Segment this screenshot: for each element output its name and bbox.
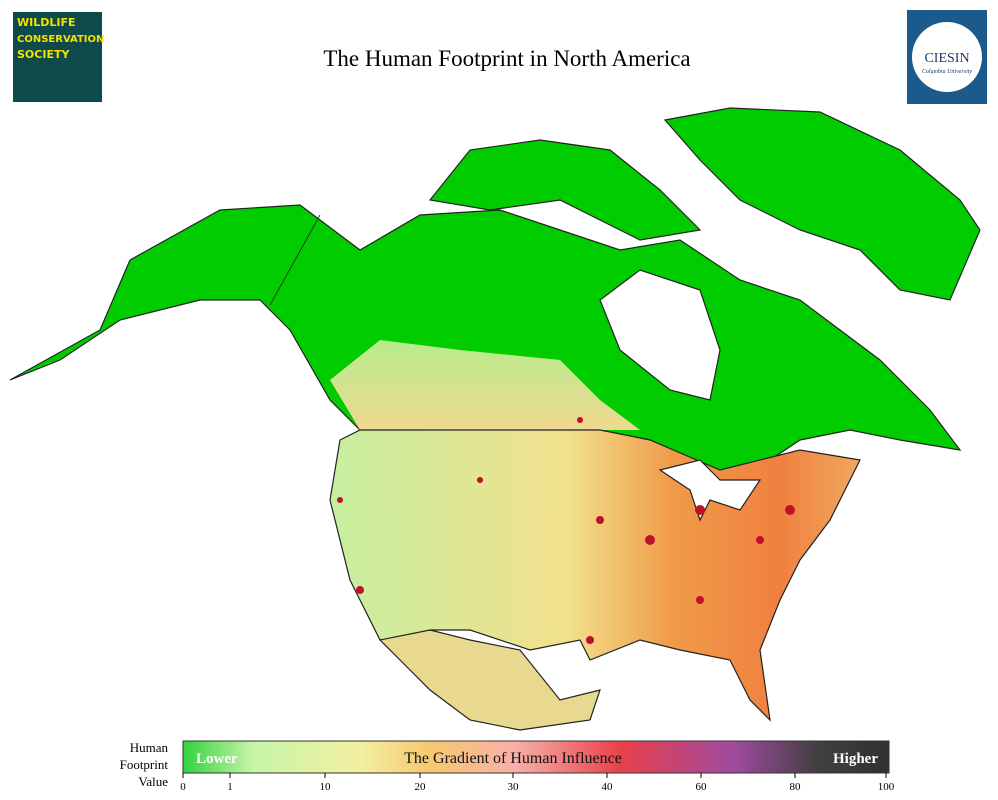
city — [337, 497, 343, 503]
title: The Human Footprint in North America — [323, 46, 690, 71]
mexico — [378, 629, 601, 731]
wcs-text: SOCIETY — [17, 48, 70, 61]
city — [645, 535, 655, 545]
canada-alaska — [9, 204, 962, 481]
city — [785, 505, 795, 515]
border — [269, 214, 321, 306]
wcs-logo-bg — [13, 12, 102, 102]
legend-label: Footprint — [120, 757, 169, 772]
legend-tick-label: 80 — [790, 781, 802, 793]
ciesin-circle — [912, 22, 982, 92]
legend-lower: Lower — [196, 751, 238, 767]
city — [577, 417, 583, 423]
legend-caption: The Gradient of Human Influence — [404, 750, 622, 767]
ciesin-logo: CIESIN Columbia University — [907, 10, 987, 104]
city — [696, 596, 704, 604]
legend-tick-label: 1 — [227, 781, 233, 793]
legend-tick-label: 30 — [508, 781, 520, 793]
wcs-logo: WILDLIFE CONSERVATION SOCIETY — [13, 12, 104, 102]
legend-label: Value — [138, 774, 168, 789]
greenland — [663, 107, 981, 301]
legend-tick-label: 0 — [180, 781, 186, 793]
ciesin-name: CIESIN — [924, 51, 969, 66]
prairies — [330, 340, 640, 430]
wcs-text: CONSERVATION — [17, 34, 104, 45]
wcs-text: WILDLIFE — [17, 16, 76, 29]
great-lakes — [658, 459, 762, 522]
ciesin-sub: Columbia University — [922, 69, 972, 75]
legend-tick-label: 100 — [878, 781, 895, 793]
city — [477, 477, 483, 483]
city — [596, 516, 604, 524]
city — [756, 536, 764, 544]
legend-tick-label: 20 — [415, 781, 427, 793]
legend-bar — [182, 740, 890, 774]
city — [356, 586, 364, 594]
legend-higher: Higher — [833, 751, 878, 767]
city — [695, 505, 705, 515]
legend: Human Footprint Value Lower The Gradient… — [120, 740, 895, 793]
hudson-bay — [599, 269, 721, 401]
legend-tick-label: 60 — [696, 781, 708, 793]
arctic-islands — [428, 139, 702, 241]
legend-tick-label: 40 — [602, 781, 614, 793]
legend-label: Human — [130, 740, 169, 755]
usa — [329, 429, 861, 722]
city — [586, 636, 594, 644]
legend-tick-label: 10 — [320, 781, 332, 793]
cities — [337, 417, 795, 644]
map — [9, 107, 981, 731]
